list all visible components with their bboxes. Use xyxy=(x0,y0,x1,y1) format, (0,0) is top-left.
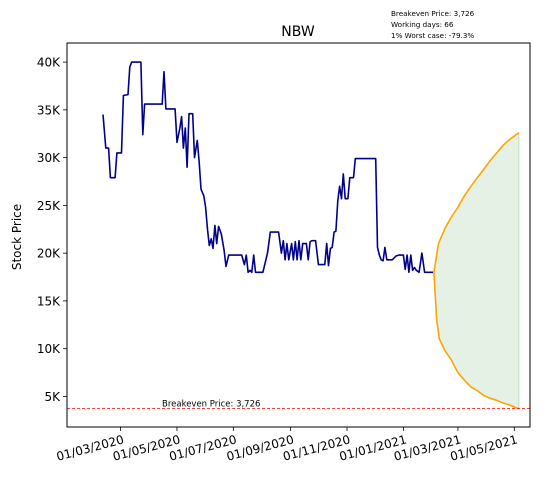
y-axis: 5K 10K 15K 20K 25K 30K 35K 40K xyxy=(37,56,67,404)
x-axis: 01/03/202001/05/202001/07/202001/09/2020… xyxy=(55,427,519,464)
y-tick-label: 20K xyxy=(37,247,61,261)
y-tick-label: 35K xyxy=(37,103,61,117)
forecast-upper-line xyxy=(433,132,520,273)
info-working-days: Working days: 66 xyxy=(391,20,454,29)
y-tick-label: 5K xyxy=(44,390,61,404)
series-layer xyxy=(102,61,520,410)
info-block: Breakeven Price: 3,726 Working days: 66 … xyxy=(391,9,475,40)
y-axis-label: Stock Price xyxy=(10,204,24,270)
breakeven-layer: Breakeven Price: 3,726 xyxy=(67,400,530,410)
y-tick-label: 10K xyxy=(37,342,61,356)
y-tick-label: 25K xyxy=(37,199,61,213)
y-tick-label: 40K xyxy=(37,56,61,70)
y-tick-label: 15K xyxy=(37,294,61,308)
y-tick-label: 30K xyxy=(37,151,61,165)
forecast-band-layer xyxy=(433,131,520,410)
info-worst-case: 1% Worst case: -79.3% xyxy=(391,31,474,40)
price-history-line xyxy=(102,61,433,274)
forecast-lower-line xyxy=(433,272,520,410)
plot-frame xyxy=(66,42,531,428)
breakeven-label: Breakeven Price: 3,726 xyxy=(162,400,260,410)
info-breakeven: Breakeven Price: 3,726 xyxy=(391,9,475,18)
forecast-band xyxy=(433,131,520,410)
chart-title: NBW xyxy=(281,24,315,40)
